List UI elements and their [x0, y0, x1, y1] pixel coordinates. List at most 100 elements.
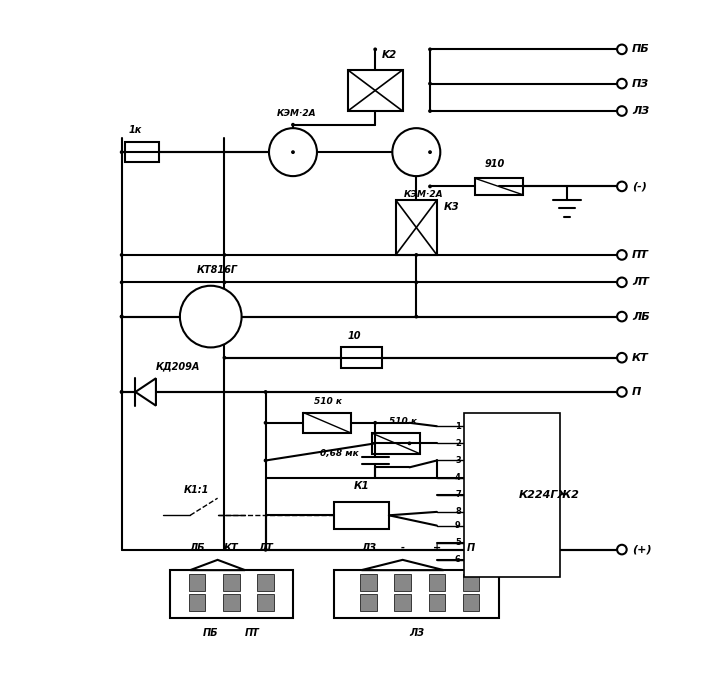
Bar [429, 574, 445, 591]
Bar [189, 574, 205, 591]
Text: 7: 7 [455, 491, 461, 499]
Circle shape [292, 151, 294, 153]
Text: 510 к: 510 к [314, 397, 341, 406]
Text: К224ГЖ2: К224ГЖ2 [519, 490, 580, 499]
Text: 6: 6 [455, 555, 461, 564]
Circle shape [429, 185, 431, 188]
Text: ПБ: ПБ [203, 628, 218, 638]
Polygon shape [362, 560, 444, 570]
Circle shape [374, 48, 377, 50]
Text: КД209А: КД209А [156, 361, 200, 372]
Circle shape [265, 391, 267, 393]
Bar [334, 502, 389, 529]
Bar [464, 413, 560, 577]
Circle shape [617, 545, 627, 555]
Text: П: П [632, 387, 641, 397]
Bar [170, 570, 293, 618]
Text: (+): (+) [632, 545, 652, 555]
Circle shape [415, 254, 417, 256]
Text: K2: K2 [382, 50, 398, 60]
Text: КТ: КТ [632, 353, 649, 363]
Text: 2: 2 [455, 439, 461, 448]
Circle shape [617, 277, 627, 287]
Circle shape [415, 315, 417, 318]
Circle shape [617, 45, 627, 54]
Text: ЛЗ: ЛЗ [361, 543, 376, 553]
Text: К1: К1 [354, 482, 369, 491]
Text: 4: 4 [455, 473, 461, 482]
Circle shape [121, 315, 123, 318]
Text: 910: 910 [485, 159, 505, 169]
Text: КТ816Г: КТ816Г [197, 266, 238, 275]
Text: ЛБ: ЛБ [189, 543, 205, 553]
Text: КЭМ·2А: КЭМ·2А [403, 190, 443, 199]
Text: ПТ: ПТ [632, 250, 649, 260]
Text: 9: 9 [455, 521, 461, 530]
Text: 1к: 1к [129, 125, 142, 135]
Polygon shape [135, 378, 156, 406]
Circle shape [617, 353, 627, 363]
Circle shape [269, 128, 317, 176]
Text: -: - [401, 543, 405, 553]
Circle shape [617, 182, 627, 191]
Bar [257, 594, 274, 611]
Circle shape [617, 79, 627, 89]
Text: ПБ: ПБ [632, 44, 650, 54]
Text: 5: 5 [455, 538, 461, 547]
Bar [125, 142, 159, 162]
Text: +: + [433, 543, 441, 553]
Text: ПЗ: ПЗ [632, 78, 649, 89]
Circle shape [429, 110, 431, 112]
Circle shape [121, 254, 123, 256]
Text: ЛЗ: ЛЗ [632, 106, 649, 116]
Circle shape [265, 548, 267, 551]
Bar [429, 594, 445, 611]
Bar [463, 594, 479, 611]
Circle shape [265, 422, 267, 424]
Text: ПТ: ПТ [244, 628, 260, 638]
Circle shape [223, 254, 226, 256]
Bar [372, 433, 420, 453]
Bar [394, 574, 411, 591]
Text: К3: К3 [444, 202, 460, 212]
Bar [474, 178, 523, 195]
Circle shape [121, 391, 123, 393]
Circle shape [121, 281, 123, 283]
Bar [341, 347, 382, 368]
Circle shape [265, 460, 267, 462]
Circle shape [223, 281, 226, 283]
Circle shape [121, 391, 123, 393]
Circle shape [617, 250, 627, 259]
Text: К1:1: К1:1 [184, 485, 209, 495]
Text: 0,68 мк: 0,68 мк [320, 449, 359, 458]
Circle shape [121, 315, 123, 318]
Bar [223, 594, 239, 611]
Circle shape [429, 83, 431, 85]
Text: 510 к: 510 к [389, 417, 417, 427]
Circle shape [408, 442, 411, 444]
Circle shape [617, 312, 627, 321]
Bar [394, 594, 411, 611]
Text: ЛЗ: ЛЗ [408, 628, 424, 638]
Circle shape [617, 106, 627, 116]
Circle shape [429, 151, 431, 153]
Circle shape [617, 387, 627, 397]
Text: КЭМ·2А: КЭМ·2А [277, 109, 316, 118]
Bar [334, 570, 499, 618]
Bar [348, 70, 403, 111]
Text: КТ: КТ [224, 543, 239, 553]
Text: ЛТ: ЛТ [632, 277, 649, 288]
Text: П: П [467, 543, 475, 553]
Bar [463, 574, 479, 591]
Circle shape [429, 48, 431, 50]
Text: 8: 8 [455, 507, 461, 517]
Circle shape [121, 151, 123, 153]
Bar [257, 574, 274, 591]
Circle shape [265, 548, 267, 551]
Circle shape [415, 281, 417, 283]
Bar [189, 594, 205, 611]
Circle shape [223, 356, 226, 359]
Text: ЛТ: ЛТ [258, 543, 273, 553]
Text: 3: 3 [455, 456, 461, 465]
Text: 10: 10 [348, 330, 362, 341]
